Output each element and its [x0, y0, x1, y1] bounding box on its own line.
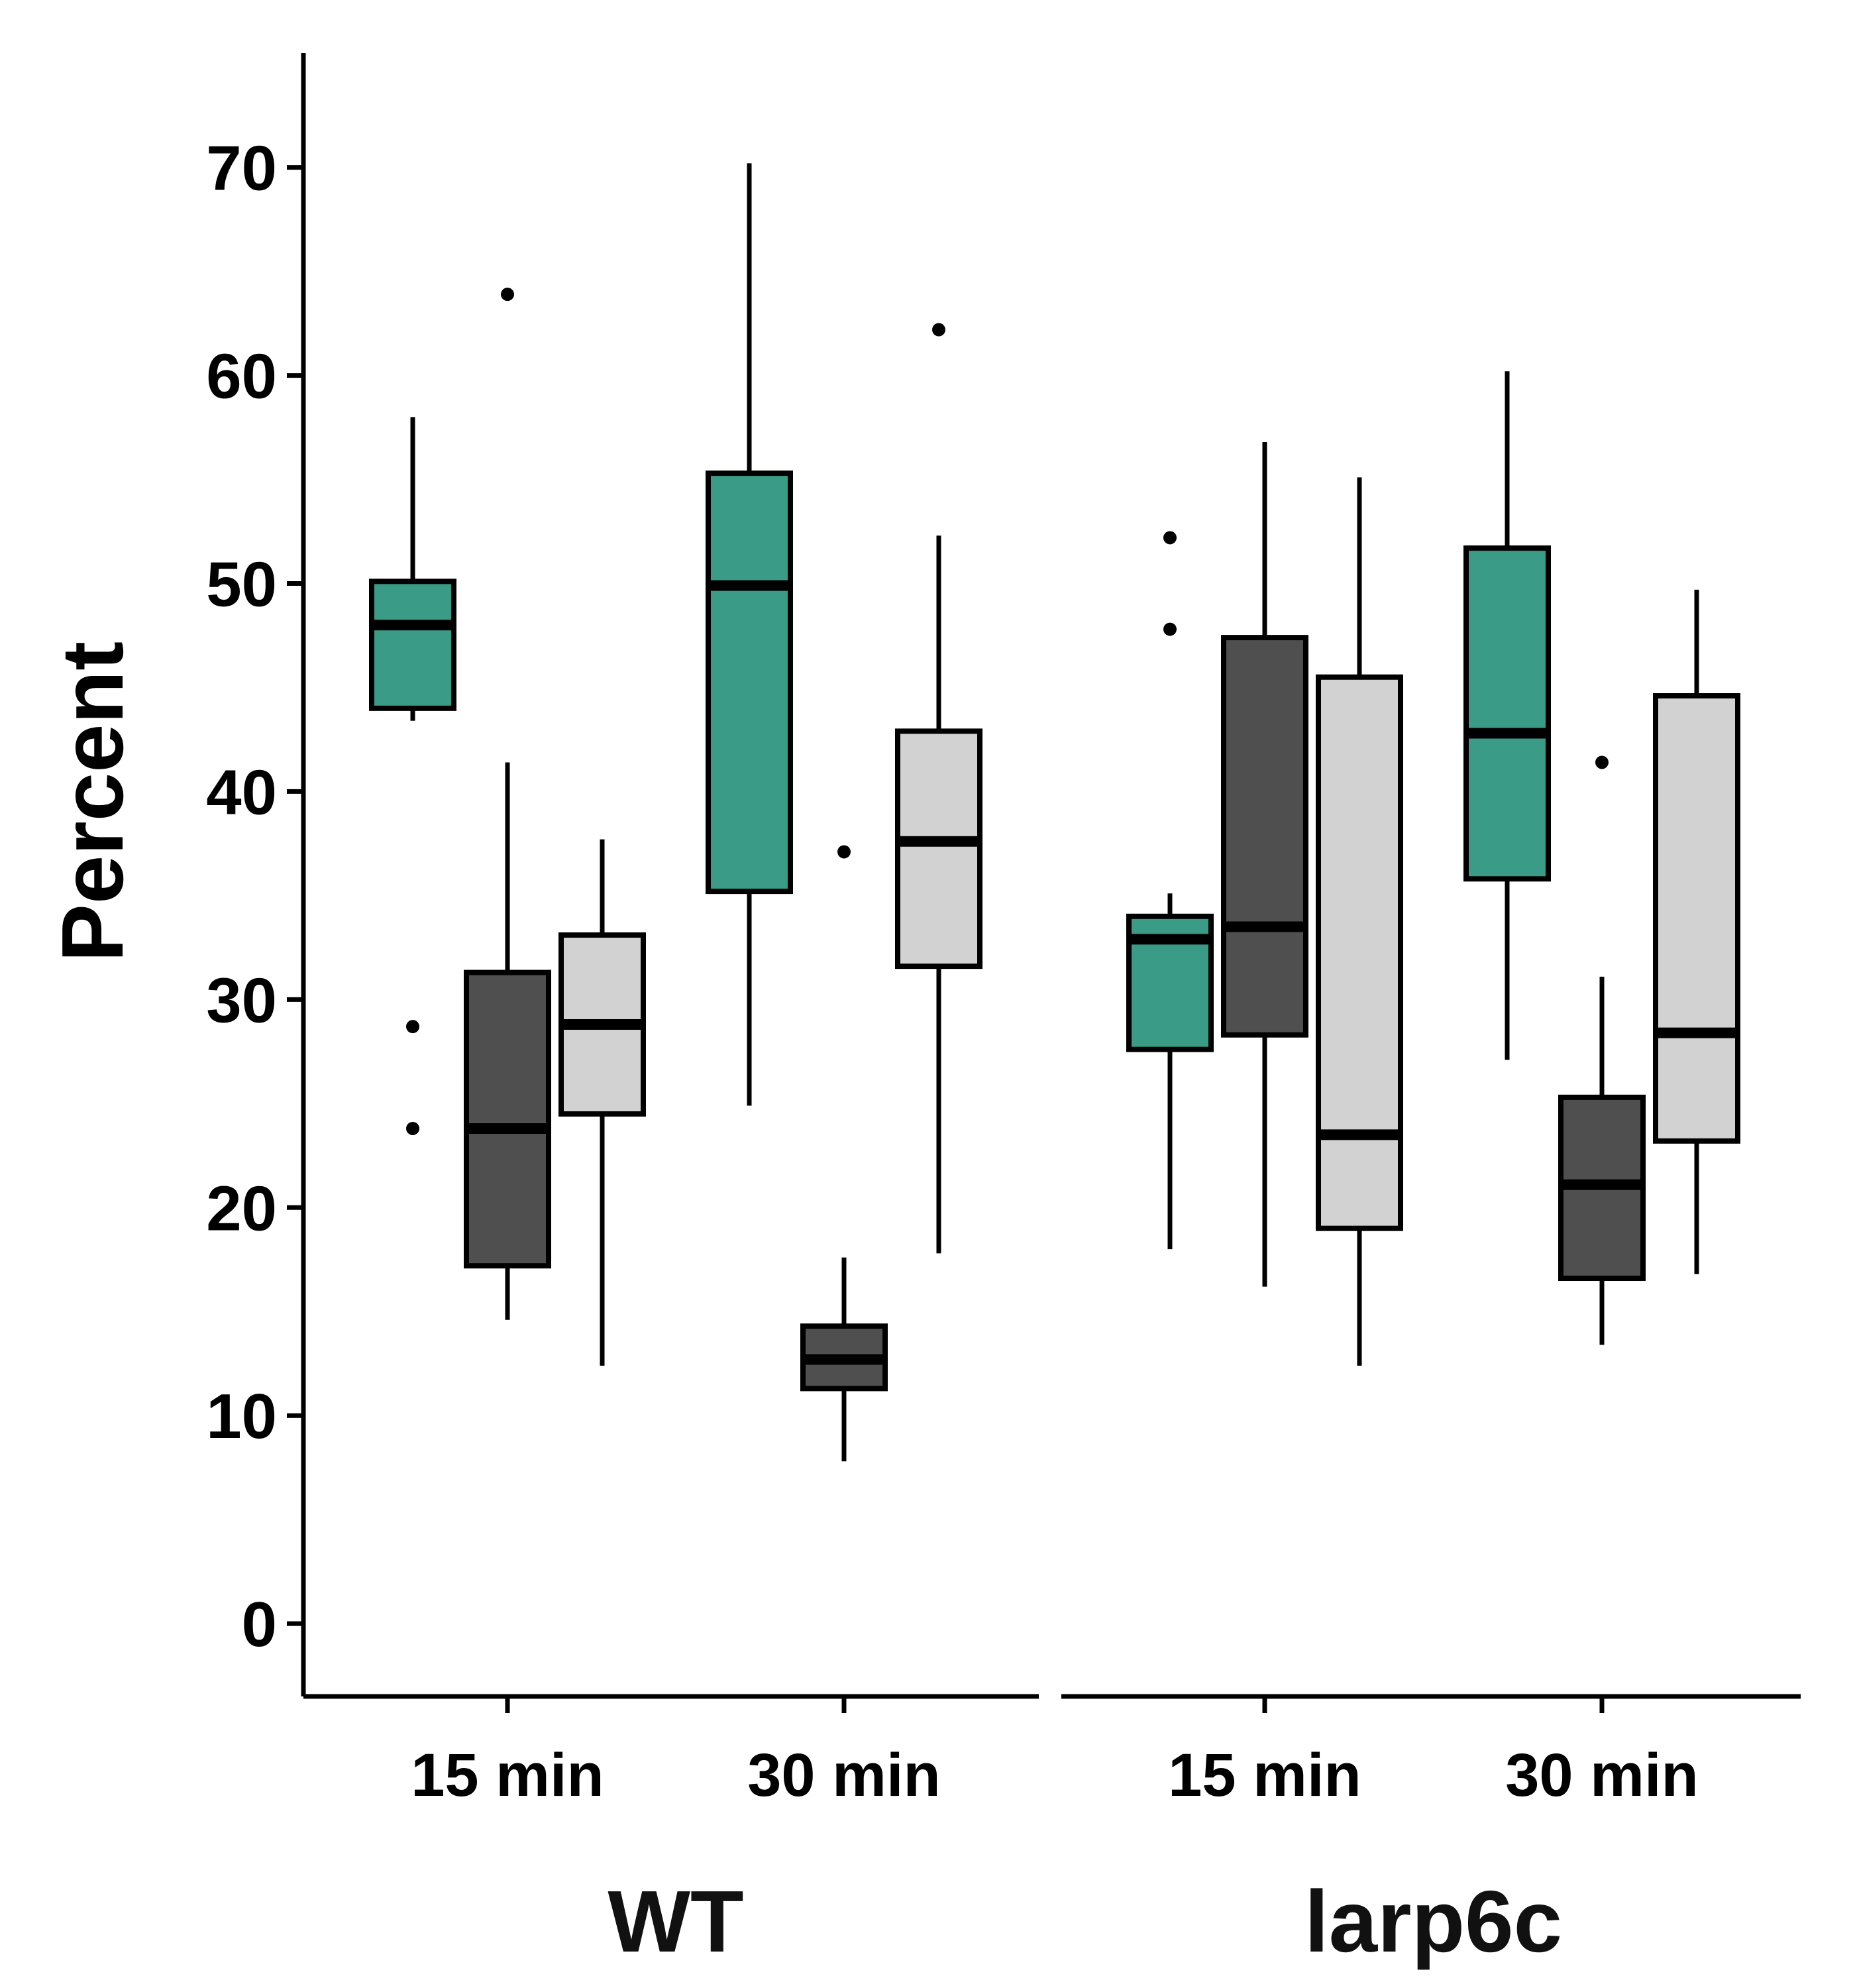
- box-1: [1126, 531, 1214, 1250]
- axes: [287, 53, 1801, 1713]
- box-iqr: [1221, 635, 1308, 1038]
- box-1: [369, 417, 456, 1135]
- outlier-point: [406, 1020, 419, 1034]
- box-3: [1653, 589, 1740, 1274]
- y-tick-label: 20: [206, 1173, 277, 1244]
- x-category-label: 15 min: [1168, 1741, 1361, 1809]
- outlier-point: [1595, 755, 1609, 769]
- box-iqr: [1463, 545, 1551, 882]
- box-2: [800, 845, 888, 1462]
- box-iqr: [369, 579, 456, 711]
- y-tick-label: 10: [206, 1381, 277, 1452]
- y-tick-label: 0: [242, 1589, 277, 1660]
- panel-label: WT: [608, 1873, 743, 1970]
- box-iqr: [464, 969, 551, 1269]
- outlier-point: [837, 845, 851, 859]
- y-tick-label: 40: [206, 757, 277, 828]
- outlier-point: [1163, 622, 1177, 636]
- box-2: [464, 288, 551, 1320]
- outlier-point: [406, 1121, 419, 1135]
- box-1: [706, 163, 793, 1106]
- box-2: [1558, 755, 1646, 1345]
- y-tick-label: 30: [206, 965, 277, 1036]
- y-axis-title: Percent: [44, 641, 141, 962]
- box-iqr: [1316, 674, 1403, 1231]
- box-1: [1463, 371, 1551, 1060]
- x-category-label: 15 min: [411, 1741, 604, 1809]
- outlier-point: [501, 288, 514, 302]
- outlier-point: [1163, 531, 1177, 545]
- y-tick-label: 60: [206, 341, 277, 412]
- x-category-label: 30 min: [1505, 1741, 1698, 1809]
- box-iqr: [895, 728, 982, 969]
- panel-label: larp6c: [1304, 1873, 1562, 1970]
- y-tick-label: 50: [206, 549, 277, 620]
- box-3: [895, 323, 982, 1254]
- box-iqr: [706, 470, 793, 895]
- outlier-point: [932, 323, 945, 337]
- y-tick-label: 70: [206, 133, 277, 204]
- box-layer: [369, 163, 1740, 1462]
- box-3: [558, 839, 646, 1366]
- x-category-label: 30 min: [747, 1741, 940, 1809]
- box-iqr: [1653, 693, 1740, 1144]
- box-2: [1221, 442, 1308, 1287]
- box-3: [1316, 477, 1403, 1366]
